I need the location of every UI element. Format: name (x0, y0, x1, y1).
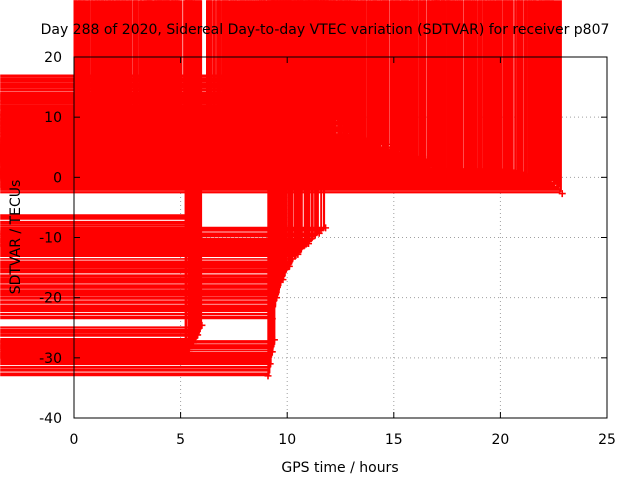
y-tick-label: 10 (44, 110, 62, 126)
x-axis-label: GPS time / hours (281, 460, 398, 476)
series-arc-13 (0, 0, 330, 323)
data-points (0, 0, 566, 380)
y-tick-label: 0 (53, 170, 62, 186)
x-tick-label: 25 (598, 432, 616, 448)
x-tick-label: 10 (278, 432, 296, 448)
x-tick-label: 0 (70, 432, 79, 448)
series-arc-22 (0, 0, 558, 184)
series-trace (0, 0, 276, 377)
series-trace (0, 0, 326, 320)
y-tick-label: -40 (39, 411, 62, 427)
x-tick-label: 20 (491, 432, 509, 448)
data-point (558, 190, 566, 198)
chart-title: Day 288 of 2020, Sidereal Day-to-day VTE… (41, 22, 610, 38)
y-tick-label: -20 (39, 291, 62, 307)
axis-ticks: 0 5 10 15 20 25 -40 -30 -20 -10 0 10 20 (39, 50, 616, 448)
series-arc-12 (0, 0, 278, 380)
y-axis-label: SDTVAR / TECUs (8, 180, 24, 295)
x-tick-label: 15 (385, 432, 403, 448)
series-trace (0, 0, 554, 181)
y-tick-label: -30 (39, 351, 62, 367)
y-tick-label: -10 (39, 231, 62, 247)
x-tick-label: 5 (176, 432, 185, 448)
y-tick-label: 20 (44, 50, 62, 66)
